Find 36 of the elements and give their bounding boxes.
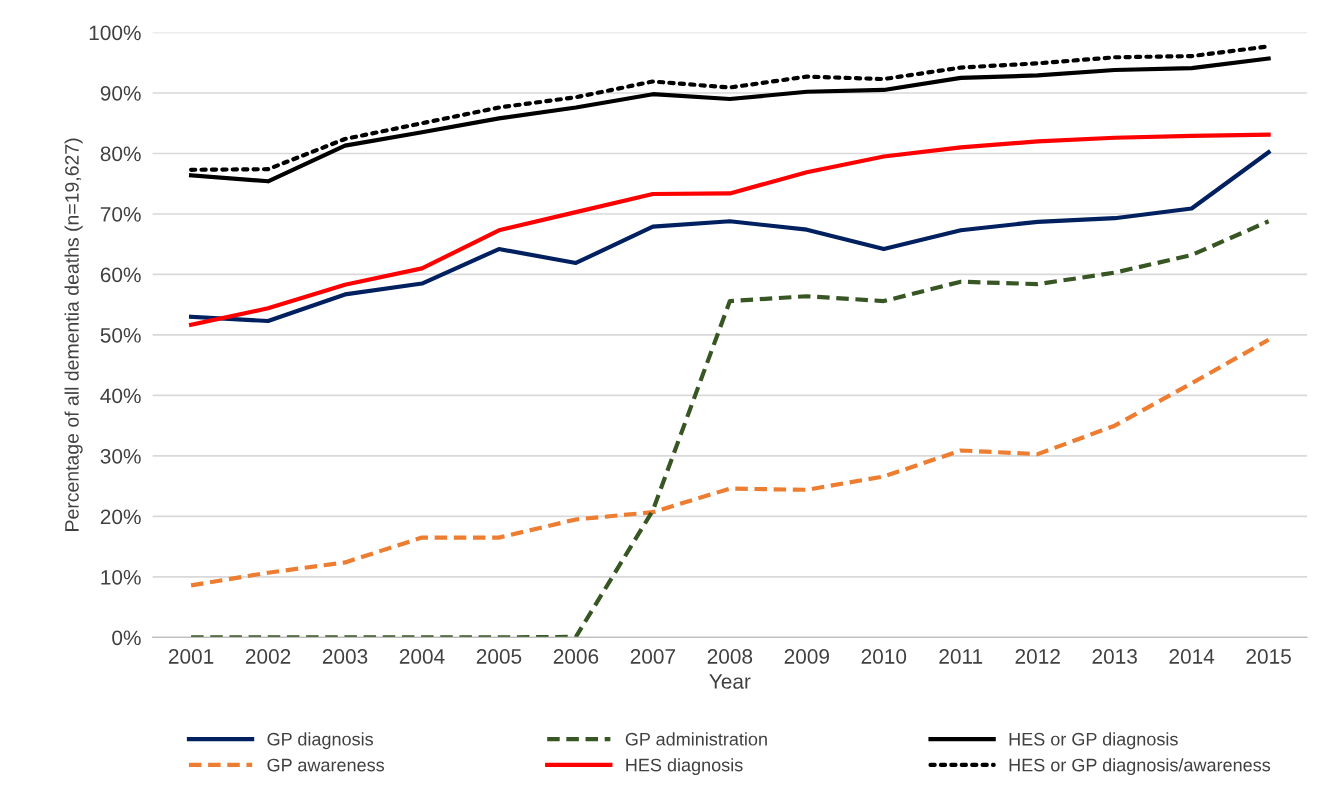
legend-label: GP awareness (267, 758, 385, 772)
y-tick-label: 100% (89, 25, 141, 41)
x-tick-label: 2004 (399, 649, 445, 664)
x-tick-label: 2011 (939, 649, 983, 664)
y-tick-label: 30% (100, 448, 141, 464)
legend-label: GP diagnosis (267, 732, 374, 750)
x-tick-label: 2012 (1015, 649, 1060, 664)
line-series (189, 337, 1271, 588)
x-tick-label: 2008 (707, 649, 753, 664)
x-tick-label: 2009 (784, 649, 829, 664)
y-tick-label: 0% (112, 630, 141, 646)
x-tick-label: 2001 (168, 649, 214, 664)
x-axis-title: Year (709, 674, 751, 689)
legend-label: HES or GP diagnosis/awareness (1009, 758, 1271, 775)
line-series (189, 219, 1271, 638)
y-axis-title: Percentage of all dementia deaths (n=19,627) (64, 138, 83, 531)
x-tick-label: 2013 (1092, 649, 1137, 664)
legend-label: GP administration (625, 732, 767, 746)
y-tick-label: 50% (100, 327, 141, 343)
x-tick-label: 2014 (1169, 649, 1215, 664)
legend-label: HES or GP diagnosis (1009, 732, 1178, 750)
y-tick-label: 60% (100, 267, 141, 283)
x-tick-label: 2007 (630, 649, 676, 664)
x-tick-label: 2003 (322, 649, 368, 664)
y-tick-label: 80% (100, 146, 141, 162)
y-tick-label: 10% (101, 569, 141, 585)
x-tick-label: 2005 (476, 649, 522, 664)
y-tick-label: 70% (100, 206, 141, 222)
x-tick-label: 2002 (245, 649, 291, 664)
y-tick-label: 90% (100, 85, 141, 101)
y-tick-label: 40% (100, 388, 141, 404)
x-tick-label: 2015 (1246, 649, 1291, 664)
x-tick-label: 2006 (553, 649, 599, 664)
legend-label: HES diagnosis (626, 758, 743, 775)
x-tick-label: 2010 (861, 649, 907, 664)
y-tick-label: 20% (100, 509, 141, 525)
